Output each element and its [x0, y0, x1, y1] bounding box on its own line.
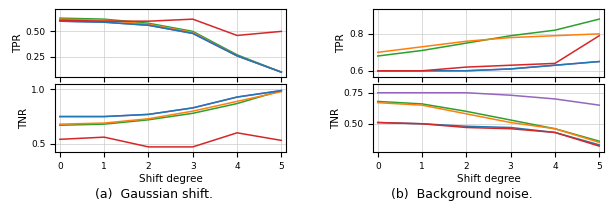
X-axis label: Shift degree: Shift degree: [456, 174, 521, 184]
Y-axis label: TNR: TNR: [18, 108, 28, 129]
X-axis label: Shift degree: Shift degree: [139, 174, 203, 184]
Y-axis label: TPR: TPR: [13, 33, 23, 53]
Text: (b)  Background noise.: (b) Background noise.: [391, 188, 533, 201]
Y-axis label: TNR: TNR: [331, 108, 341, 129]
Y-axis label: TPR: TPR: [336, 33, 346, 53]
Text: (a)  Gaussian shift.: (a) Gaussian shift.: [95, 188, 213, 201]
